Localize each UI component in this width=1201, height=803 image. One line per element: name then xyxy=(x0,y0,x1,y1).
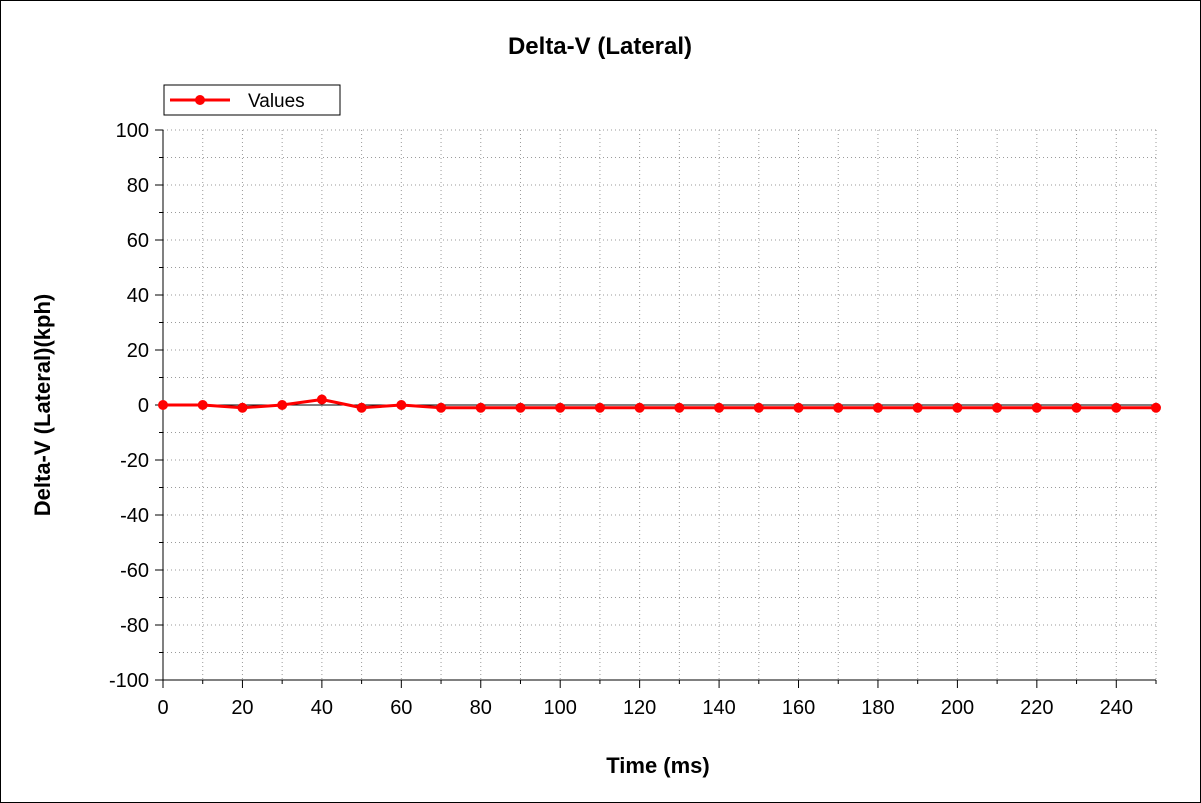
data-point xyxy=(1031,402,1042,413)
y-tick-label: -60 xyxy=(120,560,149,582)
data-point xyxy=(237,402,248,413)
data-point xyxy=(356,402,367,413)
x-tick-label: 220 xyxy=(1020,697,1053,719)
data-point xyxy=(952,402,963,413)
data-point xyxy=(634,402,645,413)
x-tick-label: 120 xyxy=(623,697,656,719)
data-point xyxy=(158,400,168,410)
x-tick-label: 0 xyxy=(157,697,168,719)
y-tick-label: 0 xyxy=(138,395,149,417)
data-point xyxy=(436,402,447,413)
data-point xyxy=(1151,402,1161,413)
x-tick-label: 20 xyxy=(231,697,253,719)
data-point xyxy=(1071,402,1082,413)
y-tick-label: -100 xyxy=(109,670,149,692)
legend-label: Values xyxy=(248,91,305,112)
data-point xyxy=(1111,402,1122,413)
series-values xyxy=(158,394,1161,413)
data-point xyxy=(714,402,725,413)
x-tick-label: 80 xyxy=(470,697,492,719)
chart-title: Delta-V (Lateral) xyxy=(508,33,692,60)
y-tick-label: 20 xyxy=(127,340,149,362)
data-point xyxy=(992,402,1003,413)
x-tick-label: 140 xyxy=(702,697,735,719)
data-point xyxy=(753,402,764,413)
y-tick-label: 80 xyxy=(127,175,149,197)
data-point xyxy=(833,402,844,413)
y-tick-label: 40 xyxy=(127,285,149,307)
y-tick-label: -20 xyxy=(120,450,149,472)
x-tick-label: 180 xyxy=(861,697,894,719)
data-point xyxy=(475,402,486,413)
data-point xyxy=(197,400,208,410)
series-line xyxy=(163,398,1156,410)
x-tick-label: 200 xyxy=(941,697,974,719)
y-tick-label: -80 xyxy=(120,615,149,637)
x-tick-label: 60 xyxy=(390,697,412,719)
y-tick-label: -40 xyxy=(120,505,149,527)
legend-marker xyxy=(195,95,205,105)
data-point xyxy=(793,402,804,413)
data-point xyxy=(555,402,566,413)
y-tick-label: 60 xyxy=(127,230,149,252)
x-tick-label: 160 xyxy=(782,697,815,719)
data-point xyxy=(912,402,923,413)
data-point xyxy=(515,402,526,413)
data-point xyxy=(396,400,407,410)
data-point xyxy=(316,394,327,405)
x-tick-label: 240 xyxy=(1100,697,1133,719)
y-axis-title: Delta-V (Lateral)(kph) xyxy=(30,294,55,516)
legend: Values xyxy=(163,84,341,116)
x-tick-label: 100 xyxy=(544,697,577,719)
data-point xyxy=(594,402,605,413)
data-point xyxy=(872,402,883,413)
data-point xyxy=(277,400,288,410)
data-point xyxy=(674,402,685,413)
y-tick-label: 100 xyxy=(116,120,149,142)
x-axis-title: Time (ms) xyxy=(606,753,710,778)
x-tick-label: 40 xyxy=(311,697,333,719)
